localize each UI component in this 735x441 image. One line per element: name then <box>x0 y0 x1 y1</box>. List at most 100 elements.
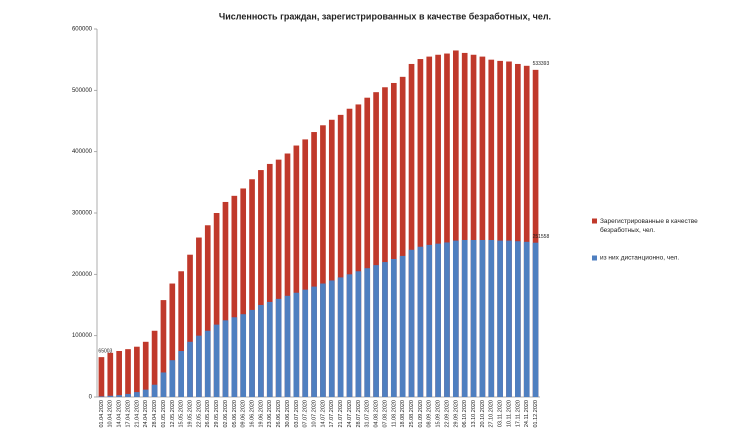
x-tick-label: 15.05.2020 <box>179 400 185 428</box>
bar <box>532 69 539 397</box>
bar <box>169 283 176 397</box>
bar <box>284 295 291 397</box>
bar <box>275 159 282 397</box>
bar <box>337 277 344 397</box>
legend-label: Зарегистрированные в качестве безработных… <box>600 218 698 234</box>
bar <box>461 239 468 397</box>
bar <box>488 59 495 398</box>
bar <box>134 346 140 397</box>
bar <box>470 239 477 397</box>
chart-title: Численность граждан, зарегистрированных … <box>219 11 551 21</box>
bar <box>213 213 220 397</box>
bar <box>204 225 211 397</box>
bar <box>382 87 388 398</box>
bar <box>275 298 282 397</box>
data-label: 251558 <box>533 234 550 240</box>
bar <box>479 239 486 397</box>
x-tick-label: 01.09.2020 <box>418 400 424 428</box>
bar <box>435 243 441 397</box>
x-tick-label: 17.07.2020 <box>329 400 335 428</box>
legend-line: Зарегистрированные в качестве <box>600 218 698 225</box>
bar <box>125 349 131 397</box>
y-tick-label: 0 <box>89 395 93 401</box>
bar <box>364 97 371 398</box>
bar <box>258 305 264 397</box>
bar <box>302 139 309 397</box>
x-tick-label: 14.07.2020 <box>320 400 326 428</box>
x-tick-label: 20.10.2020 <box>480 400 486 428</box>
bar <box>506 240 512 397</box>
bar <box>196 237 202 397</box>
bar <box>222 320 229 397</box>
bar <box>222 201 229 397</box>
bar <box>417 246 424 397</box>
bar <box>98 396 105 397</box>
x-tick-label: 01.05.2020 <box>161 400 167 428</box>
bar <box>452 240 459 397</box>
x-tick-label: 03.07.2020 <box>294 400 300 428</box>
x-tick-label: 24.04.2020 <box>143 400 149 428</box>
bar <box>311 132 317 398</box>
x-tick-label: 21.07.2020 <box>338 400 344 428</box>
bar <box>337 114 344 397</box>
x-tick-label: 29.09.2020 <box>453 400 459 428</box>
bar <box>249 309 255 397</box>
bar <box>532 242 539 397</box>
bar <box>107 395 114 397</box>
bar <box>497 60 503 397</box>
bar <box>142 341 149 397</box>
legend-label: из них дистанционно, чел. <box>600 255 679 262</box>
x-tick-label: 17.11.2020 <box>515 400 521 427</box>
y-tick-label: 500000 <box>72 88 93 94</box>
bar <box>293 145 300 397</box>
y-tick-label: 200000 <box>72 272 93 278</box>
x-tick-label: 21.04.2020 <box>134 400 140 428</box>
bar <box>373 265 379 397</box>
x-tick-label: 24.07.2020 <box>347 400 353 428</box>
bar <box>249 179 255 397</box>
x-tick-label: 01.04.2020 <box>99 400 105 428</box>
bar <box>169 360 176 397</box>
bar <box>488 239 495 397</box>
bar <box>452 50 459 397</box>
bar <box>408 249 415 397</box>
bar <box>355 271 362 397</box>
bar <box>399 255 406 397</box>
bar <box>426 56 433 397</box>
x-tick-label: 24.11.2020 <box>524 400 530 427</box>
bar <box>178 351 185 397</box>
x-tick-label: 13.10.2020 <box>471 400 477 428</box>
bar <box>160 300 167 397</box>
bar <box>515 241 521 397</box>
x-tick-label: 07.08.2020 <box>382 400 388 428</box>
bar <box>311 286 317 397</box>
y-tick-label: 600000 <box>72 27 93 33</box>
bar <box>196 335 202 397</box>
x-tick-label: 26.05.2020 <box>205 400 211 428</box>
bar <box>515 63 521 398</box>
bar <box>390 259 397 397</box>
bar <box>497 240 503 397</box>
bar <box>320 125 326 397</box>
x-tick-label: 03.11.2020 <box>498 400 504 427</box>
bar <box>523 65 530 398</box>
legend-line: безработных, чел. <box>600 226 655 234</box>
x-tick-label: 29.05.2020 <box>214 400 220 428</box>
bar <box>364 268 371 397</box>
x-tick-label: 01.12.2020 <box>533 400 539 428</box>
x-tick-label: 10.11.2020 <box>506 400 512 427</box>
x-tick-label: 22.05.2020 <box>196 400 202 428</box>
bar <box>204 330 211 397</box>
bar <box>151 330 158 397</box>
bar <box>479 56 486 397</box>
bar <box>240 314 247 397</box>
bar <box>116 395 122 397</box>
x-tick-label: 27.10.2020 <box>489 400 495 428</box>
bar <box>461 52 468 398</box>
bar <box>444 242 450 397</box>
x-tick-label: 06.10.2020 <box>462 400 468 428</box>
x-tick-label: 31.07.2020 <box>365 400 371 428</box>
x-tick-label: 07.07.2020 <box>303 400 309 428</box>
bar <box>390 82 397 398</box>
